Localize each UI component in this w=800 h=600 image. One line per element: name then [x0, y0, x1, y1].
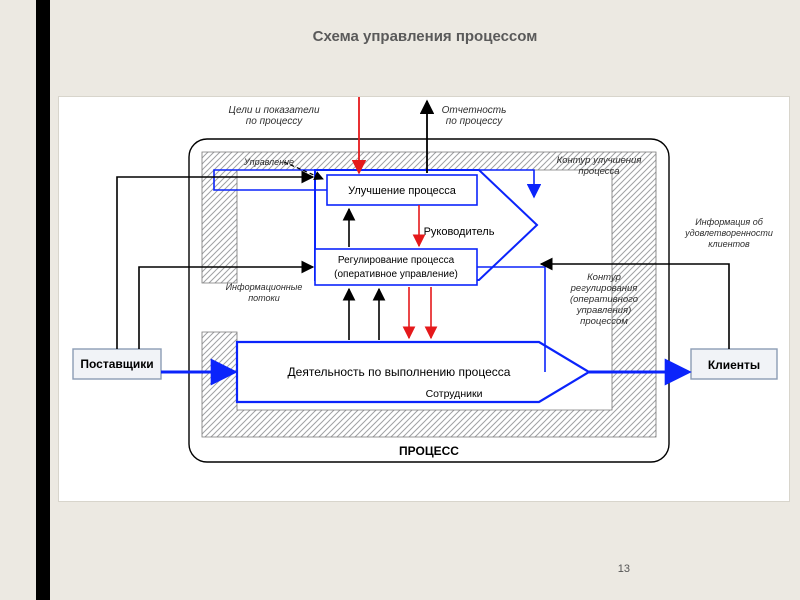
regulate-l1: Регулирование процесса	[338, 255, 455, 266]
regulate-l2: (оперативное управление)	[334, 269, 458, 280]
label-satisfaction: Информация обудовлетворенностиклиентов	[684, 217, 773, 249]
activity-text: Деятельность по выполнению процесса	[288, 365, 511, 379]
diagram-svg: Цели и показателипо процессу Отчетностьп…	[59, 97, 789, 501]
canvas: Схема управления процессом	[50, 0, 800, 600]
label-goals: Цели и показателипо процессу	[228, 105, 319, 127]
page-number: 13	[618, 563, 630, 575]
suppliers-text: Поставщики	[80, 357, 153, 371]
manager-text: Руководитель	[424, 226, 495, 238]
improve-text: Улучшение процесса	[348, 185, 457, 197]
page-title: Схема управления процессом	[50, 28, 800, 45]
left-stripe	[36, 0, 50, 600]
diagram-panel: Цели и показателипо процессу Отчетностьп…	[58, 96, 790, 502]
label-reporting: Отчетностьпо процессу	[442, 105, 507, 127]
label-info-flows: Информационныепотоки	[226, 282, 303, 303]
process-label: ПРОЦЕСС	[399, 444, 459, 458]
line-client-feedback-start	[671, 264, 729, 349]
label-management: Управление	[243, 157, 294, 167]
clients-text: Клиенты	[708, 358, 760, 372]
staff-text: Сотрудники	[426, 388, 483, 400]
